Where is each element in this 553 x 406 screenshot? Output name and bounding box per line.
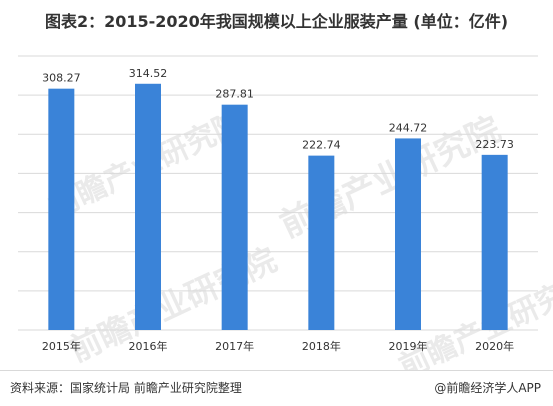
bar xyxy=(221,104,248,330)
x-tick-label: 2015年 xyxy=(42,339,81,353)
data-label: 314.52 xyxy=(129,67,168,80)
data-label: 244.72 xyxy=(389,121,428,134)
x-tick-label: 2016年 xyxy=(129,339,168,353)
chart-title: 图表2：2015-2020年我国规模以上企业服装产量 (单位：亿件) xyxy=(44,12,509,31)
x-tick-label: 2017年 xyxy=(215,339,254,353)
x-tick-label: 2019年 xyxy=(389,339,428,353)
footer: 资料来源：国家统计局 前瞻产业研究院整理 @前瞻经济学人APP xyxy=(0,370,553,406)
data-label: 287.81 xyxy=(215,88,254,101)
bar xyxy=(48,88,75,330)
bar xyxy=(395,138,421,330)
source-note: 资料来源：国家统计局 前瞻产业研究院整理 xyxy=(10,381,242,395)
bar xyxy=(308,155,335,330)
bar-chart: 308.27 2015年 314.52 2016年 287.81 2017年 222.74 2… xyxy=(18,55,538,353)
data-label: 222.74 xyxy=(302,139,341,152)
data-label: 223.73 xyxy=(475,138,514,151)
bar xyxy=(481,154,508,330)
bar xyxy=(135,83,161,330)
x-tick-label: 2020年 xyxy=(475,339,514,353)
brand-label: @前瞻经济学人APP xyxy=(434,381,541,395)
data-label: 308.27 xyxy=(42,72,81,85)
x-tick-label: 2018年 xyxy=(302,339,341,353)
